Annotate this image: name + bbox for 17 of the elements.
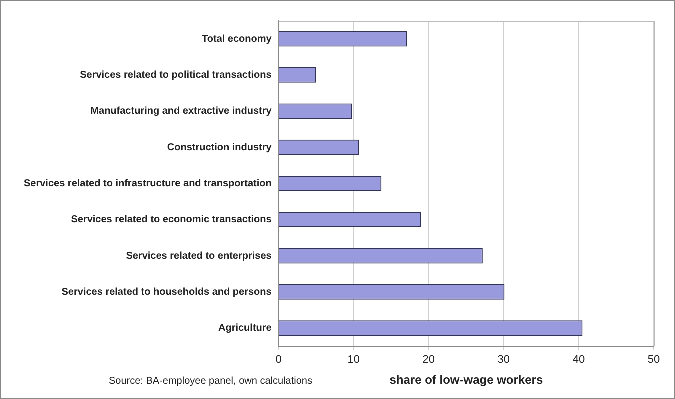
x-tick-label: 50	[648, 354, 660, 366]
x-axis-title: share of low-wage workers	[390, 373, 544, 388]
y-tick-label: Manufacturing and extractive industry	[90, 106, 272, 118]
y-tick-label: Services related to political transactions	[80, 70, 272, 81]
x-tick-label: 0	[276, 354, 282, 366]
y-tick-label: Construction industry	[167, 142, 272, 154]
y-tick-label: Services related to enterprises	[126, 250, 272, 262]
source-note: Source: BA-employee panel, own calculations	[109, 376, 312, 387]
y-tick-label: Agriculture	[218, 323, 272, 334]
x-tick-label: 20	[422, 354, 436, 366]
x-tick-label: 30	[498, 354, 510, 366]
x-tick-label: 10	[348, 354, 360, 366]
y-tick-label: Services related to infrastructure and transportation	[24, 178, 272, 190]
y-tick-label: Total economy	[202, 34, 272, 45]
x-tick-label: 40	[572, 354, 586, 366]
y-tick-label: Services related to economic transactions	[71, 214, 272, 226]
y-tick-label: Services related to households and persons	[62, 286, 272, 298]
